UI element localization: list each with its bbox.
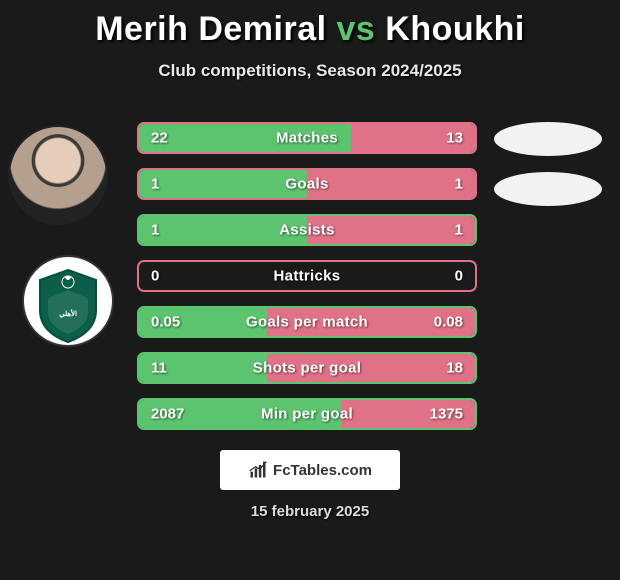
stat-value-left: 0.05 xyxy=(151,314,180,331)
stat-value-right: 18 xyxy=(446,360,463,377)
stat-value-left: 0 xyxy=(151,268,159,285)
site-logo-text: FcTables.com xyxy=(273,462,372,479)
stats-container: 22Matches131Goals11Assists10Hattricks00.… xyxy=(137,122,477,444)
stat-label: Assists xyxy=(279,222,334,239)
player1-avatar xyxy=(8,125,108,225)
stat-label: Shots per goal xyxy=(253,360,361,377)
club-crest-icon: الأهلي xyxy=(34,268,102,344)
stat-row: 2087 Min per goal 1375 xyxy=(137,398,477,430)
player2-slot-1 xyxy=(494,122,602,156)
stat-label: Goals xyxy=(285,176,328,193)
stat-row: 22 Matches 13 xyxy=(137,122,477,154)
stat-row: 0.05 Goals per match 0.08 xyxy=(137,306,477,338)
site-logo[interactable]: FcTables.com xyxy=(220,450,400,490)
stat-row: 11 Shots per goal 18 xyxy=(137,352,477,384)
stat-row: 0 Hattricks 0 xyxy=(137,260,477,292)
stat-label: Min per goal xyxy=(261,406,353,423)
title-joiner: vs xyxy=(327,10,386,48)
stat-label: Matches xyxy=(276,130,338,147)
stat-value-left: 1 xyxy=(151,222,159,239)
stat-row: 1 Assists 1 xyxy=(137,214,477,246)
stat-value-left: 11 xyxy=(151,360,167,377)
title-player1: Merih Demiral xyxy=(95,10,326,48)
player2-slot-2 xyxy=(494,172,602,206)
stat-label: Hattricks xyxy=(274,268,341,285)
stat-label: Goals per match xyxy=(246,314,368,331)
chart-icon xyxy=(248,460,268,480)
title-player2: Khoukhi xyxy=(385,10,524,48)
page-title: Merih Demiral vs Khoukhi xyxy=(0,0,620,49)
stat-row: 1 Goals 1 xyxy=(137,168,477,200)
stat-value-right: 1 xyxy=(455,222,463,239)
footer-date: 15 february 2025 xyxy=(251,503,369,520)
stat-value-right: 1 xyxy=(455,176,463,193)
stat-value-right: 1375 xyxy=(430,406,463,423)
stat-value-left: 1 xyxy=(151,176,159,193)
stat-value-right: 0 xyxy=(455,268,463,285)
page-subtitle: Club competitions, Season 2024/2025 xyxy=(0,61,620,81)
stat-value-right: 0.08 xyxy=(434,314,463,331)
stat-value-left: 2087 xyxy=(151,406,184,423)
stat-value-right: 13 xyxy=(446,130,463,147)
stat-value-left: 22 xyxy=(151,130,168,147)
